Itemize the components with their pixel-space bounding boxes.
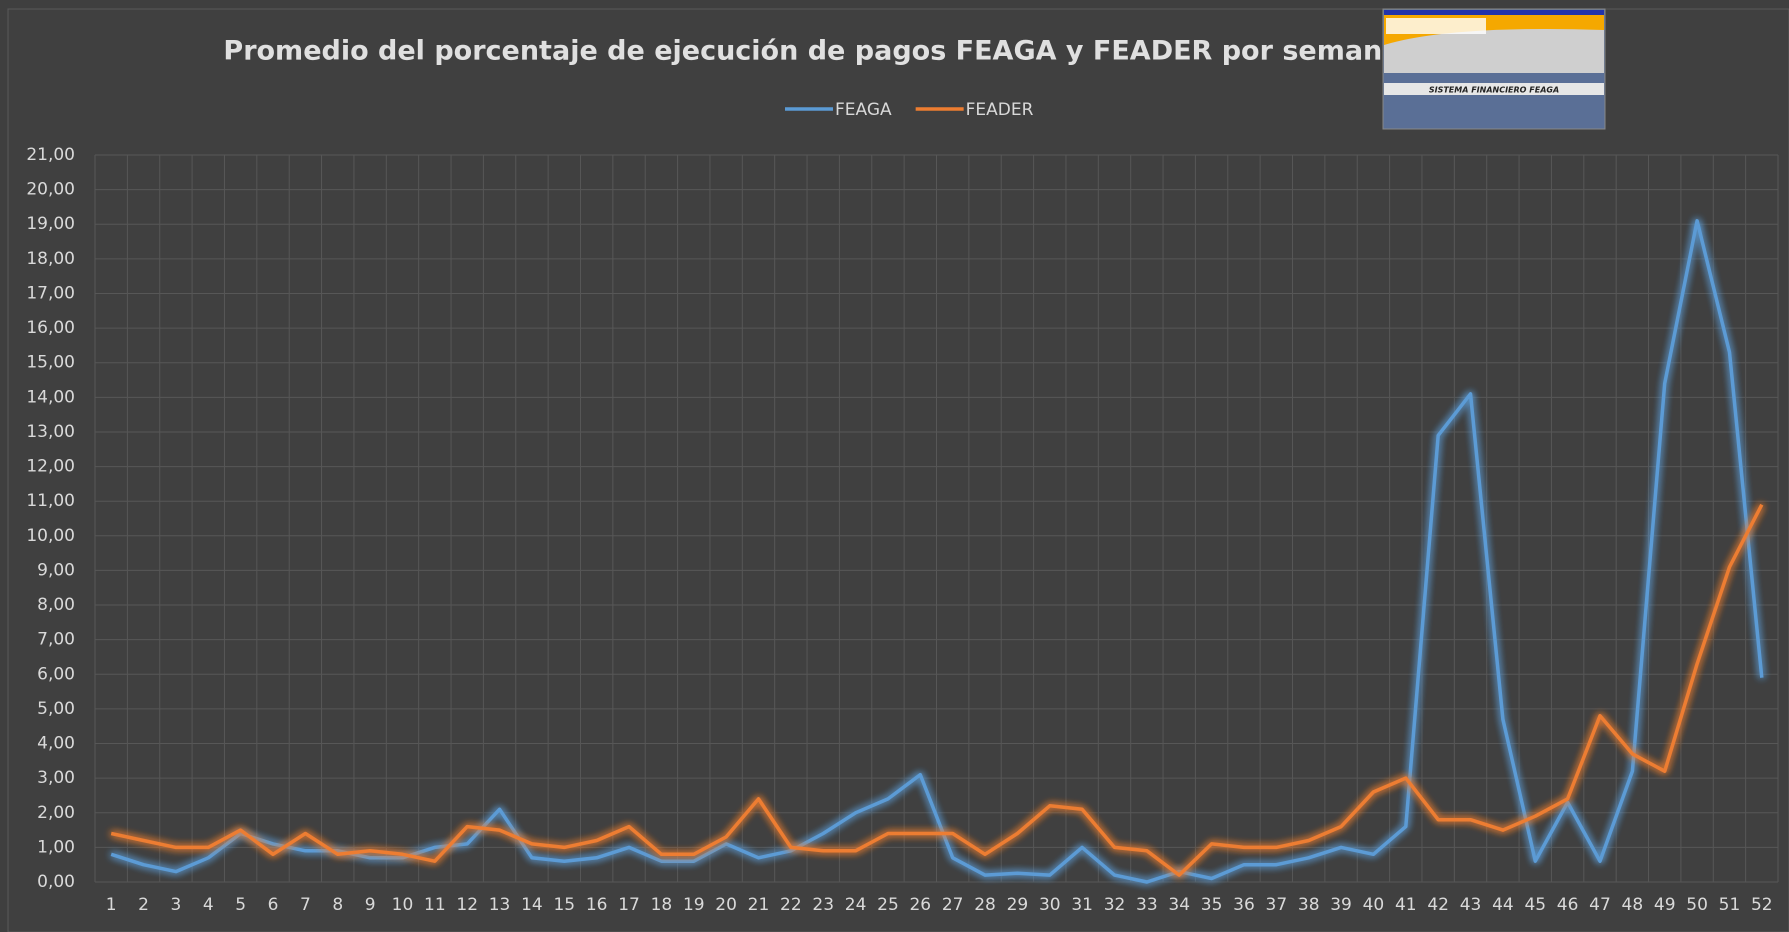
x-tick-label: 34 xyxy=(1168,895,1190,915)
x-tick-label: 4 xyxy=(203,895,214,915)
x-tick-label: 14 xyxy=(521,895,543,915)
y-tick-label: 21,00 xyxy=(26,145,75,165)
y-tick-label: 9,00 xyxy=(37,560,75,580)
x-tick-label: 18 xyxy=(651,895,673,915)
x-tick-label: 9 xyxy=(365,895,376,915)
x-tick-label: 26 xyxy=(909,895,931,915)
x-tick-label: 39 xyxy=(1330,895,1352,915)
y-tick-label: 12,00 xyxy=(26,457,75,477)
x-tick-label: 12 xyxy=(456,895,478,915)
x-tick-label: 51 xyxy=(1719,895,1741,915)
legend-label: FEADER xyxy=(966,100,1034,120)
x-tick-label: 16 xyxy=(586,895,608,915)
y-tick-label: 7,00 xyxy=(37,630,75,650)
x-tick-label: 29 xyxy=(1007,895,1029,915)
x-tick-label: 43 xyxy=(1460,895,1482,915)
y-tick-label: 2,00 xyxy=(37,803,75,823)
y-tick-label: 10,00 xyxy=(26,526,75,546)
x-tick-label: 49 xyxy=(1654,895,1676,915)
y-tick-label: 14,00 xyxy=(26,387,75,407)
x-tick-label: 6 xyxy=(268,895,279,915)
inset-image: SISTEMA FINANCIERO FEAGA xyxy=(1383,9,1605,129)
x-tick-label: 28 xyxy=(974,895,996,915)
x-tick-label: 41 xyxy=(1395,895,1417,915)
x-tick-label: 8 xyxy=(332,895,343,915)
x-tick-label: 2 xyxy=(138,895,149,915)
x-tick-label: 1 xyxy=(106,895,117,915)
x-tick-label: 48 xyxy=(1622,895,1644,915)
y-tick-label: 6,00 xyxy=(37,664,75,684)
x-tick-label: 30 xyxy=(1039,895,1061,915)
x-tick-label: 3 xyxy=(170,895,181,915)
x-tick-label: 50 xyxy=(1686,895,1708,915)
y-tick-label: 11,00 xyxy=(26,491,75,511)
x-tick-label: 37 xyxy=(1266,895,1288,915)
y-tick-label: 3,00 xyxy=(37,768,75,788)
x-tick-label: 15 xyxy=(553,895,575,915)
x-tick-label: 25 xyxy=(877,895,899,915)
x-tick-label: 47 xyxy=(1589,895,1611,915)
x-tick-label: 31 xyxy=(1071,895,1093,915)
chart: Promedio del porcentaje de ejecución de … xyxy=(0,0,1789,932)
x-tick-label: 22 xyxy=(780,895,802,915)
x-tick-label: 35 xyxy=(1201,895,1223,915)
x-tick-label: 17 xyxy=(618,895,640,915)
y-tick-label: 19,00 xyxy=(26,214,75,234)
y-tick-label: 8,00 xyxy=(37,595,75,615)
x-tick-label: 24 xyxy=(845,895,867,915)
chart-area xyxy=(8,9,1789,932)
y-tick-label: 20,00 xyxy=(26,180,75,200)
x-tick-label: 33 xyxy=(1136,895,1158,915)
x-tick-label: 10 xyxy=(392,895,414,915)
x-tick-label: 21 xyxy=(748,895,770,915)
y-tick-label: 15,00 xyxy=(26,353,75,373)
x-tick-label: 20 xyxy=(715,895,737,915)
y-tick-label: 0,00 xyxy=(37,872,75,892)
y-tick-label: 17,00 xyxy=(26,283,75,303)
x-tick-label: 38 xyxy=(1298,895,1320,915)
x-tick-label: 27 xyxy=(942,895,964,915)
x-tick-label: 36 xyxy=(1233,895,1255,915)
x-tick-label: 5 xyxy=(235,895,246,915)
x-tick-label: 40 xyxy=(1363,895,1385,915)
x-tick-label: 23 xyxy=(812,895,834,915)
y-tick-label: 5,00 xyxy=(37,699,75,719)
x-tick-label: 7 xyxy=(300,895,311,915)
x-tick-label: 19 xyxy=(683,895,705,915)
x-tick-label: 13 xyxy=(489,895,511,915)
chart-title: Promedio del porcentaje de ejecución de … xyxy=(223,36,1416,67)
y-tick-label: 1,00 xyxy=(37,837,75,857)
inset-label: SISTEMA FINANCIERO FEAGA xyxy=(1429,86,1559,95)
y-tick-label: 4,00 xyxy=(37,734,75,754)
x-tick-label: 46 xyxy=(1557,895,1579,915)
x-tick-label: 11 xyxy=(424,895,446,915)
y-tick-label: 13,00 xyxy=(26,422,75,442)
x-tick-label: 32 xyxy=(1104,895,1126,915)
x-tick-label: 44 xyxy=(1492,895,1514,915)
y-tick-label: 18,00 xyxy=(26,249,75,269)
x-tick-label: 45 xyxy=(1524,895,1546,915)
y-tick-label: 16,00 xyxy=(26,318,75,338)
x-tick-label: 52 xyxy=(1751,895,1773,915)
legend-label: FEAGA xyxy=(835,100,892,120)
x-tick-label: 42 xyxy=(1427,895,1449,915)
